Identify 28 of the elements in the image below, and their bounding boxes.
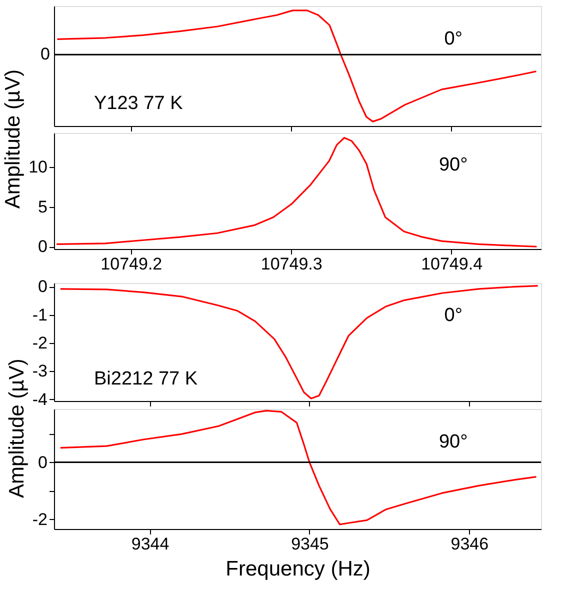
- x-tick-label: 9344: [131, 534, 170, 554]
- y-tick-label: -2: [32, 510, 48, 529]
- y-tick-label: 10: [28, 158, 48, 177]
- line-series: [60, 285, 539, 400]
- annotation: 0°: [444, 304, 462, 326]
- annotation: 0°: [444, 28, 462, 50]
- y-tick-label: -4: [32, 390, 48, 409]
- y-tick-label: 0: [38, 277, 48, 296]
- y-tick-label: 5: [38, 197, 48, 216]
- y-axis-title: Amplitude (µV): [2, 69, 25, 209]
- y-axis-title: Amplitude (µV): [5, 358, 28, 498]
- x-axis-title: Frequency (Hz): [226, 558, 370, 580]
- annotation: 90°: [438, 431, 468, 452]
- x-tick-label: 10749.3: [260, 254, 322, 274]
- x-tick-label: 9346: [450, 534, 489, 554]
- line-series: [56, 136, 538, 248]
- annotation: Bi2212 77 K: [94, 368, 198, 390]
- annotation: Y123 77 K: [94, 93, 184, 114]
- y-tick-label: -2: [32, 333, 48, 352]
- x-tick-label: 10749.4: [421, 254, 483, 274]
- y-tick-label: 0: [38, 452, 48, 472]
- y-tick-label: -1: [32, 305, 48, 324]
- annotation: 90°: [438, 154, 468, 176]
- x-tick-label: 10749.2: [100, 254, 162, 274]
- y-tick-label: 0: [38, 237, 48, 256]
- x-tick-label: 9345: [291, 534, 329, 554]
- y-tick-label: -3: [32, 362, 48, 381]
- line-series: [60, 410, 538, 526]
